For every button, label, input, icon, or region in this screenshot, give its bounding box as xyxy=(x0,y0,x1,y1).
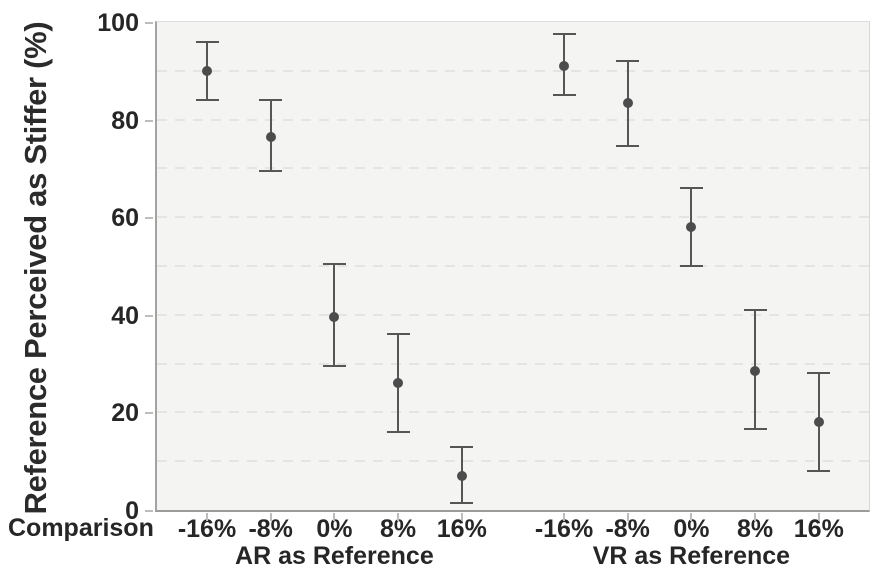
error-bar-cap-top xyxy=(616,60,640,63)
x-axis-tick xyxy=(397,513,400,521)
x-axis-tick xyxy=(206,513,208,521)
y-tick-label: 100 xyxy=(97,9,139,37)
error-bar-cap-bottom xyxy=(807,469,831,472)
x-group-label: VR as Reference xyxy=(592,542,791,567)
x-axis-tick xyxy=(460,513,463,521)
y-axis-tick xyxy=(145,119,153,122)
x-axis-tick xyxy=(754,513,757,521)
gridline xyxy=(157,265,869,267)
error-bar-cap-bottom xyxy=(386,430,410,433)
x-group-label: AR as Reference xyxy=(235,542,434,567)
error-bar-cap-top xyxy=(450,445,474,448)
data-point-marker xyxy=(202,65,212,76)
error-bar-cap-top xyxy=(386,333,410,336)
data-point-marker xyxy=(750,365,761,376)
gridline xyxy=(157,69,869,72)
error-bar-cap-bottom xyxy=(616,145,640,148)
y-tick-label: 40 xyxy=(111,301,139,330)
y-axis-tick xyxy=(145,217,153,220)
data-point-marker xyxy=(265,131,276,142)
gridline xyxy=(157,118,869,121)
plot-area xyxy=(155,21,870,512)
data-point-marker xyxy=(686,221,697,232)
error-bar-cap-bottom xyxy=(552,94,576,97)
gridline xyxy=(157,411,869,414)
gridline xyxy=(157,216,869,219)
error-bar-cap-bottom xyxy=(743,428,767,431)
error-bar-cap-top xyxy=(679,186,703,189)
x-axis-tick xyxy=(333,513,336,521)
y-axis-tick xyxy=(145,510,153,512)
error-bar-cap-top xyxy=(195,40,219,43)
error-bar-cap-bottom xyxy=(679,265,703,267)
error-bar-cap-bottom xyxy=(259,169,283,172)
x-axis-row-label: Comparison xyxy=(8,514,154,542)
error-bar-cap-top xyxy=(259,99,283,102)
y-tick-label: 20 xyxy=(111,399,139,428)
error-bar-cap-top xyxy=(322,262,346,265)
error-bar-cap-top xyxy=(552,33,576,36)
data-point-marker xyxy=(393,378,404,389)
x-axis-tick xyxy=(563,513,565,521)
x-axis-tick xyxy=(269,513,272,521)
y-axis-tick xyxy=(145,412,153,415)
error-bar-cap-top xyxy=(807,372,831,375)
y-tick-label: 60 xyxy=(111,204,139,233)
data-point-marker xyxy=(329,312,340,323)
error-bar-cap-bottom xyxy=(450,501,474,504)
gridline xyxy=(157,460,869,463)
x-axis-tick xyxy=(626,513,629,521)
gridline xyxy=(157,167,869,170)
data-point-marker xyxy=(559,60,569,71)
error-bar-cap-bottom xyxy=(195,99,219,102)
x-axis-tick xyxy=(690,513,693,521)
data-point-marker xyxy=(622,97,633,108)
y-tick-label: 80 xyxy=(111,106,139,135)
y-axis-title: Reference Perceived as Stiffer (%) xyxy=(18,21,53,515)
data-point-marker xyxy=(813,417,824,428)
y-axis-tick xyxy=(145,314,153,317)
y-tick-label: 0 xyxy=(125,497,139,525)
gridline xyxy=(157,362,869,365)
gridline xyxy=(157,313,869,316)
error-bar-cap-bottom xyxy=(322,365,346,368)
data-point-marker xyxy=(456,470,467,481)
y-axis-tick xyxy=(145,22,153,24)
x-axis-tick xyxy=(817,513,820,521)
error-bar-cap-top xyxy=(743,308,767,311)
